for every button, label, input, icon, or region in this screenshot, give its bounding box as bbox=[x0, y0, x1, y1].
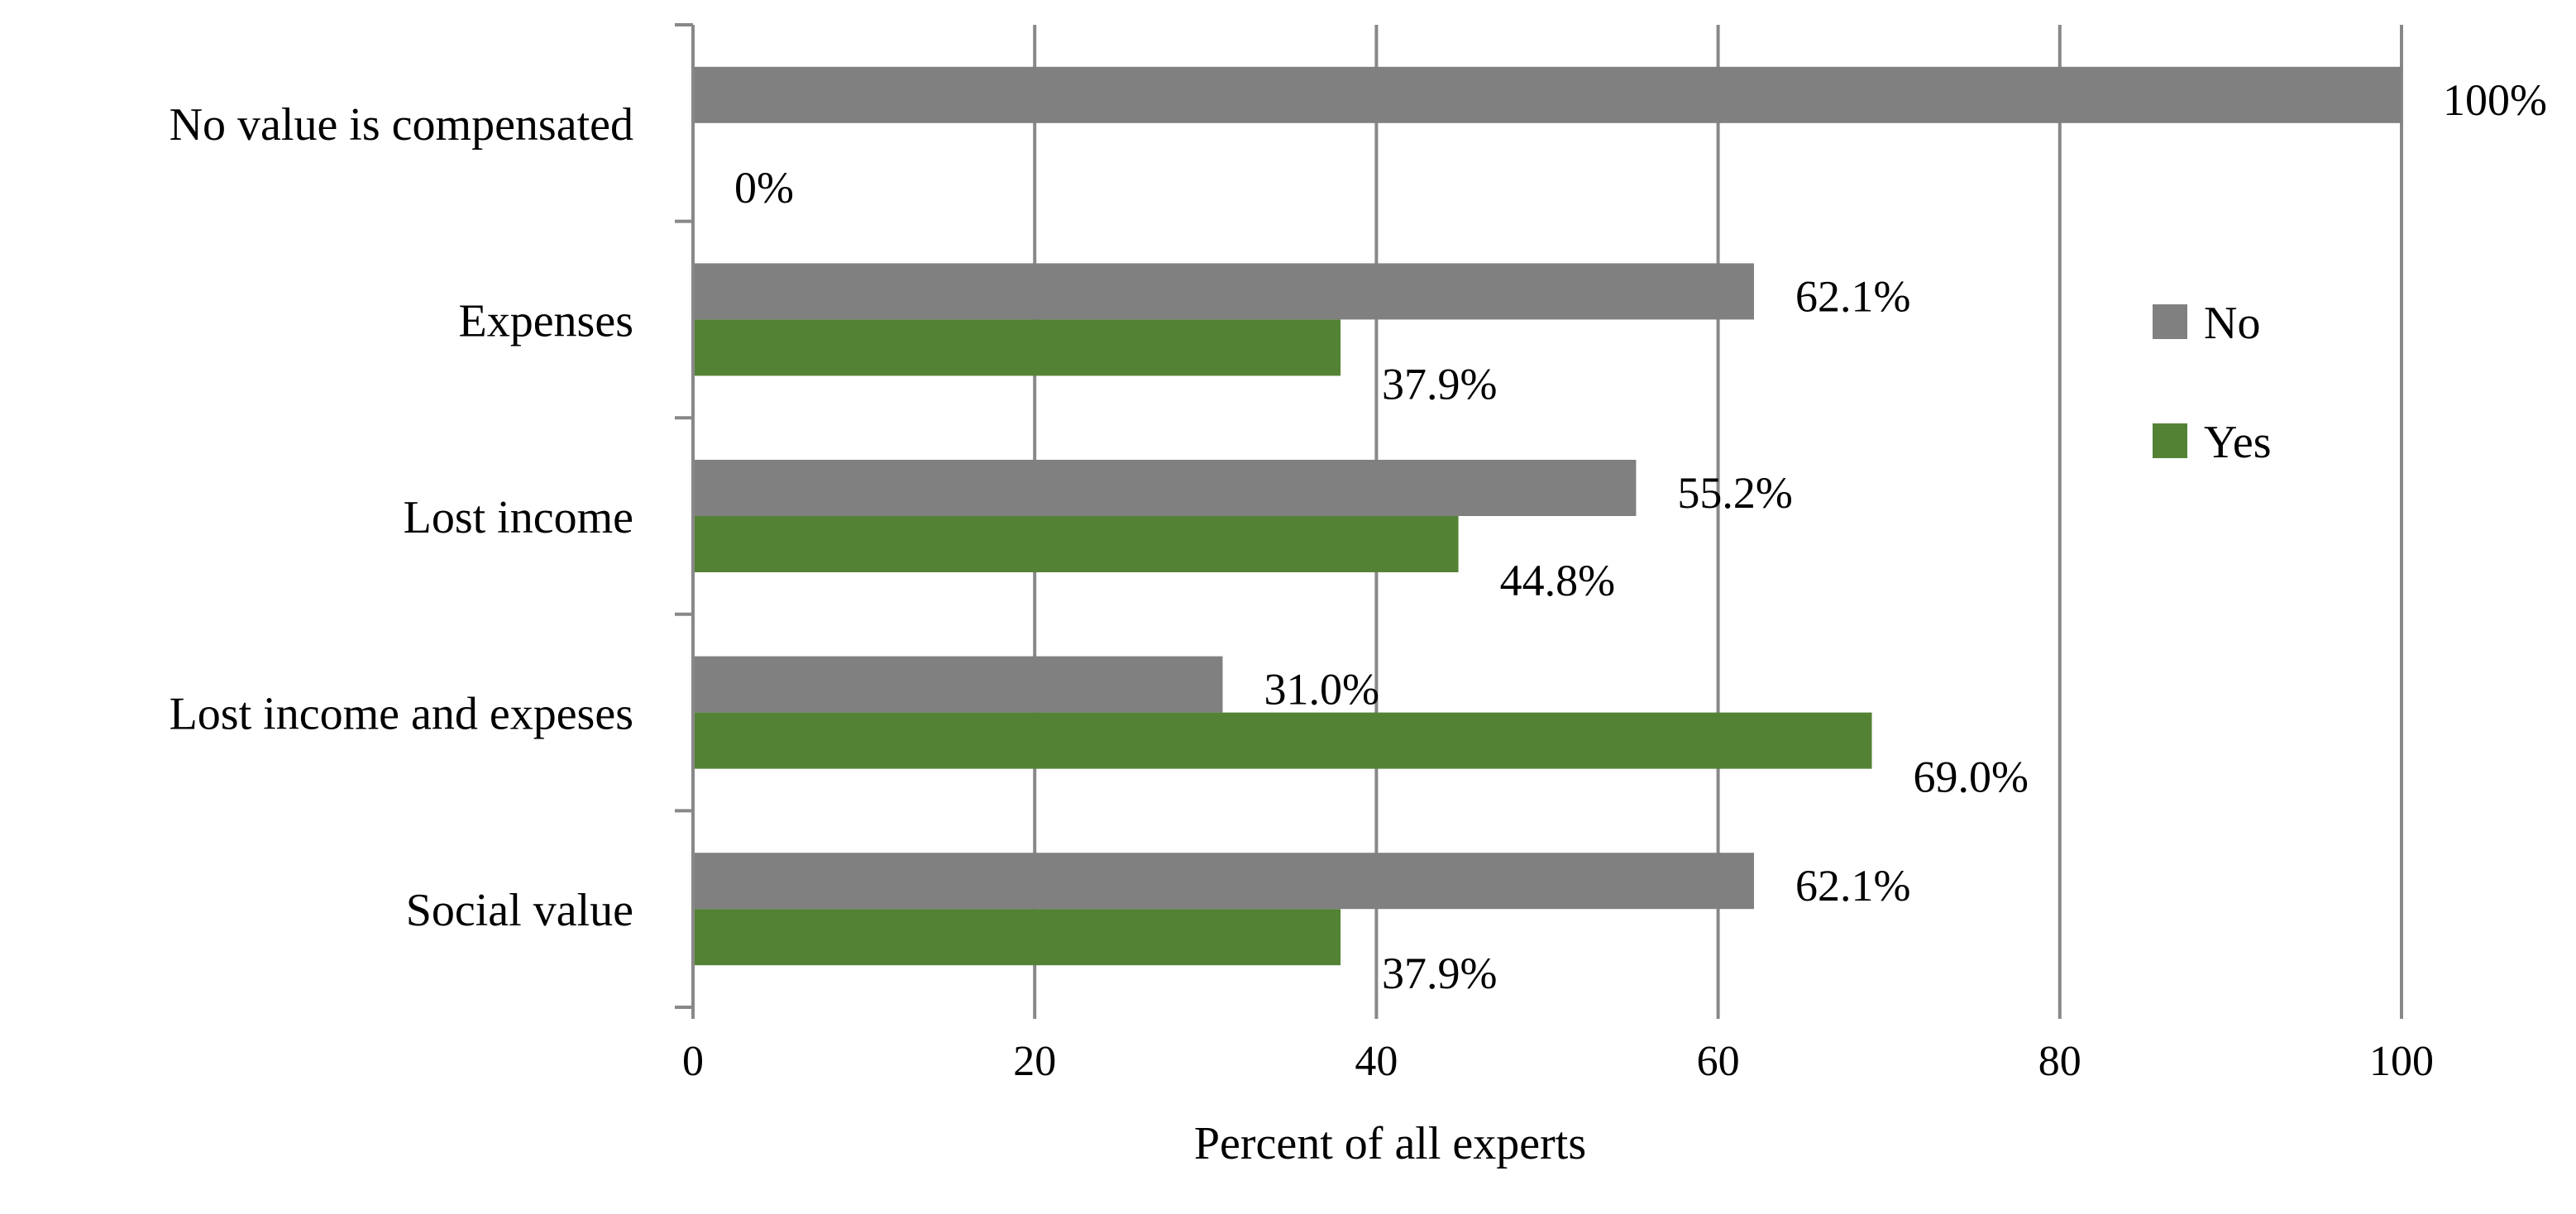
category-label: Social value bbox=[406, 885, 633, 936]
legend-label-no: No bbox=[2204, 298, 2260, 349]
data-label-no: 55.2% bbox=[1677, 468, 1792, 518]
bar-yes bbox=[693, 516, 1459, 572]
x-tick-label: 100 bbox=[2369, 1038, 2434, 1085]
category-label: Lost income bbox=[404, 492, 633, 543]
bar-yes bbox=[693, 319, 1341, 376]
x-tick-label: 40 bbox=[1355, 1038, 1398, 1085]
data-label-no: 31.0% bbox=[1264, 665, 1379, 715]
x-tick-label: 0 bbox=[682, 1038, 704, 1085]
bar-no bbox=[693, 853, 1754, 910]
bar-yes bbox=[693, 712, 1872, 769]
bar-no bbox=[693, 460, 1637, 516]
legend-swatch-yes bbox=[2153, 423, 2187, 458]
x-tick-label: 80 bbox=[2038, 1038, 2081, 1085]
data-label-yes: 44.8% bbox=[1500, 556, 1615, 605]
data-label-no: 62.1% bbox=[1795, 861, 1910, 911]
data-label-yes: 37.9% bbox=[1382, 359, 1497, 409]
category-label: Lost income and expeses bbox=[170, 689, 633, 740]
axes: 0 20 40 60 80 100 No value is compensated Expen… bbox=[170, 23, 2434, 1085]
bars bbox=[693, 66, 2402, 966]
legend-label-yes: Yes bbox=[2204, 417, 2271, 468]
bar-yes bbox=[693, 909, 1341, 966]
legend: No Yes bbox=[2153, 298, 2271, 468]
x-tick-label: 60 bbox=[1697, 1038, 1740, 1085]
bar-no bbox=[693, 66, 2402, 123]
category-label: No value is compensated bbox=[170, 99, 633, 151]
data-label-no: 100% bbox=[2443, 75, 2547, 125]
x-tick-label: 20 bbox=[1013, 1038, 1056, 1085]
data-label-yes: 0% bbox=[734, 163, 794, 213]
data-label-yes: 37.9% bbox=[1382, 949, 1497, 998]
data-labels: 100% 0% 62.1% 37.9% 55.2% 44.8% 31.0% 69.0% 62.1… bbox=[734, 75, 2547, 998]
legend-swatch-no bbox=[2153, 304, 2187, 339]
category-label: Expenses bbox=[458, 295, 633, 347]
data-label-yes: 69.0% bbox=[1914, 753, 2029, 802]
bar-no bbox=[693, 263, 1754, 320]
data-label-no: 62.1% bbox=[1795, 271, 1910, 321]
gridlines bbox=[1033, 25, 2403, 1007]
x-axis-title: Percent of all experts bbox=[1194, 1118, 1586, 1169]
bar-no bbox=[693, 656, 1223, 713]
